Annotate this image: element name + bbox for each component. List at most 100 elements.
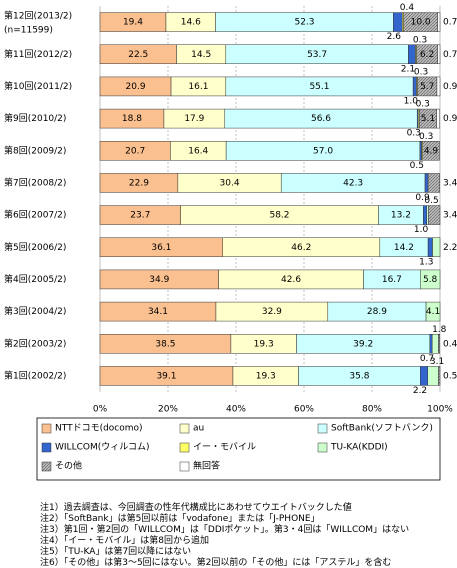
bar-segment (437, 44, 441, 64)
data-label: 0.7 (420, 354, 434, 364)
legend-swatch (41, 423, 52, 434)
bar-segment (427, 173, 440, 193)
bar-segment (412, 76, 417, 97)
data-label: 4.9 (424, 146, 439, 156)
y-tick-label: 第6回(2007/2) (4, 209, 66, 221)
bar-segment (423, 205, 427, 225)
y-tick-label: 第4回(2005/2) (4, 273, 66, 285)
data-label: 1.3 (419, 257, 433, 267)
y-tick-label: 第7回(2008/2) (4, 176, 66, 188)
x-tick-label: 20% (158, 405, 178, 415)
legend-swatch (41, 461, 52, 472)
data-label: 5.1 (421, 114, 435, 124)
data-label: 42.3 (343, 178, 363, 188)
data-label: 58.2 (269, 211, 289, 221)
bar-segment (408, 44, 416, 64)
data-label: 1.0 (404, 96, 419, 106)
data-label: 14.6 (181, 18, 201, 28)
bar-segment (437, 12, 441, 32)
data-label: 0.5 (410, 161, 424, 171)
data-label: 19.3 (256, 371, 276, 381)
data-label: 2.2 (443, 243, 457, 253)
legend-label: TU-KA(KDDI) (330, 443, 388, 453)
data-label: 5.8 (423, 275, 438, 285)
data-label: 56.6 (311, 114, 331, 124)
data-label: 18.8 (122, 114, 142, 124)
data-label: 39.2 (353, 339, 373, 349)
data-label: 22.9 (129, 178, 149, 188)
data-label: 0.9 (443, 114, 457, 124)
data-label: 2.6 (387, 32, 402, 42)
bar-segment (393, 12, 403, 32)
data-label: 34.1 (148, 307, 168, 317)
y-tick-label: 第2回(2003/2) (4, 337, 66, 349)
note: 注3）第1回・第2回の「WILLCOM」は「DDIポケット」。第3・4回は「WI… (40, 525, 410, 535)
note: 注6）「その他」は第3～5回にはない。第2回以前の「その他」には「アステル」を含… (40, 558, 392, 568)
data-label: 14.5 (191, 50, 211, 60)
data-label: 0.3 (416, 100, 430, 110)
data-label: 17.9 (184, 114, 204, 124)
legend-swatch (317, 442, 328, 453)
data-label: 10.0 (411, 18, 431, 28)
data-label: 35.8 (349, 371, 369, 381)
data-label: 20.9 (126, 82, 146, 92)
data-label: 19.3 (254, 339, 274, 349)
y-tick-label: 第5回(2006/2) (4, 241, 66, 253)
bar-segment (422, 141, 440, 161)
y-tick-label: 第3回(2004/2) (4, 305, 66, 317)
legend-label: SoftBank(ソフトバンク) (331, 423, 433, 434)
data-label: 3.4 (443, 211, 457, 221)
bar-segment (432, 237, 441, 257)
legend-label: NTTドコモ(docomo) (55, 424, 143, 434)
data-label: 0.7 (443, 50, 457, 60)
y-tick-label: 第11回(2012/2) (4, 48, 72, 60)
sample-note: (n=11599) (4, 26, 53, 36)
x-tick-label: 80% (362, 405, 382, 415)
data-label: 57.0 (313, 146, 333, 156)
note: 注2）「SoftBank」は第5回以前は「vodafone」または「J-PHON… (40, 514, 320, 524)
data-label: 0.3 (413, 35, 427, 45)
x-tick-label: 60% (294, 405, 314, 415)
chart: (n=11599) 0% 20% 40% 60% 80% 100% 第12回(2013/2)… (4, 3, 457, 481)
legend-label: 無回答 (193, 460, 220, 472)
data-label: 0.3 (414, 67, 428, 77)
data-label: 28.9 (367, 307, 387, 317)
legend-swatch (317, 423, 328, 434)
data-label: 0.4 (443, 339, 457, 349)
data-label: 16.7 (382, 275, 402, 285)
note: 注4）「イー・モバイル」は第8回から追加 (40, 536, 209, 546)
note: 注1）過去調査は、今回調査の性年代構成比にあわせてウエイトバックした値 (40, 503, 352, 513)
legend-swatch (179, 442, 190, 453)
data-label: 39.1 (156, 371, 176, 381)
data-label: 52.3 (294, 18, 314, 28)
legend-swatch (41, 442, 52, 453)
x-tick-label: 100% (427, 405, 453, 415)
y-tick-label: 第10回(2011/2) (4, 80, 72, 92)
data-label: 3.1 (430, 357, 444, 367)
data-label: 6.2 (420, 50, 434, 60)
bar-segment (428, 205, 441, 225)
data-label: 23.7 (130, 211, 150, 221)
data-label: 16.1 (188, 82, 208, 92)
y-tick-label: 第1回(2002/2) (4, 369, 66, 381)
data-label: 34.9 (149, 275, 169, 285)
bar-segment (420, 366, 429, 386)
data-label: 55.1 (309, 82, 329, 92)
bar-segment (431, 334, 439, 354)
data-label: 19.4 (123, 18, 143, 28)
x-tick-label: 0% (93, 405, 108, 415)
data-label: 1.0 (414, 225, 429, 235)
legend-swatch (179, 461, 190, 472)
data-label: 4.1 (426, 307, 440, 317)
note: 注5）「TU-KA」は第7回以降にはない (40, 547, 192, 557)
data-label: 30.4 (220, 178, 240, 188)
legend-swatch (179, 423, 190, 434)
bar-segment (427, 366, 439, 386)
data-label: 0.3 (407, 129, 421, 139)
data-label: 0.9 (443, 82, 457, 92)
data-label: 22.5 (128, 50, 148, 60)
y-tick-label: 第8回(2009/2) (4, 144, 66, 156)
bar-segment (425, 301, 441, 322)
bar-segment (438, 334, 440, 354)
data-label: 3.4 (443, 178, 457, 188)
